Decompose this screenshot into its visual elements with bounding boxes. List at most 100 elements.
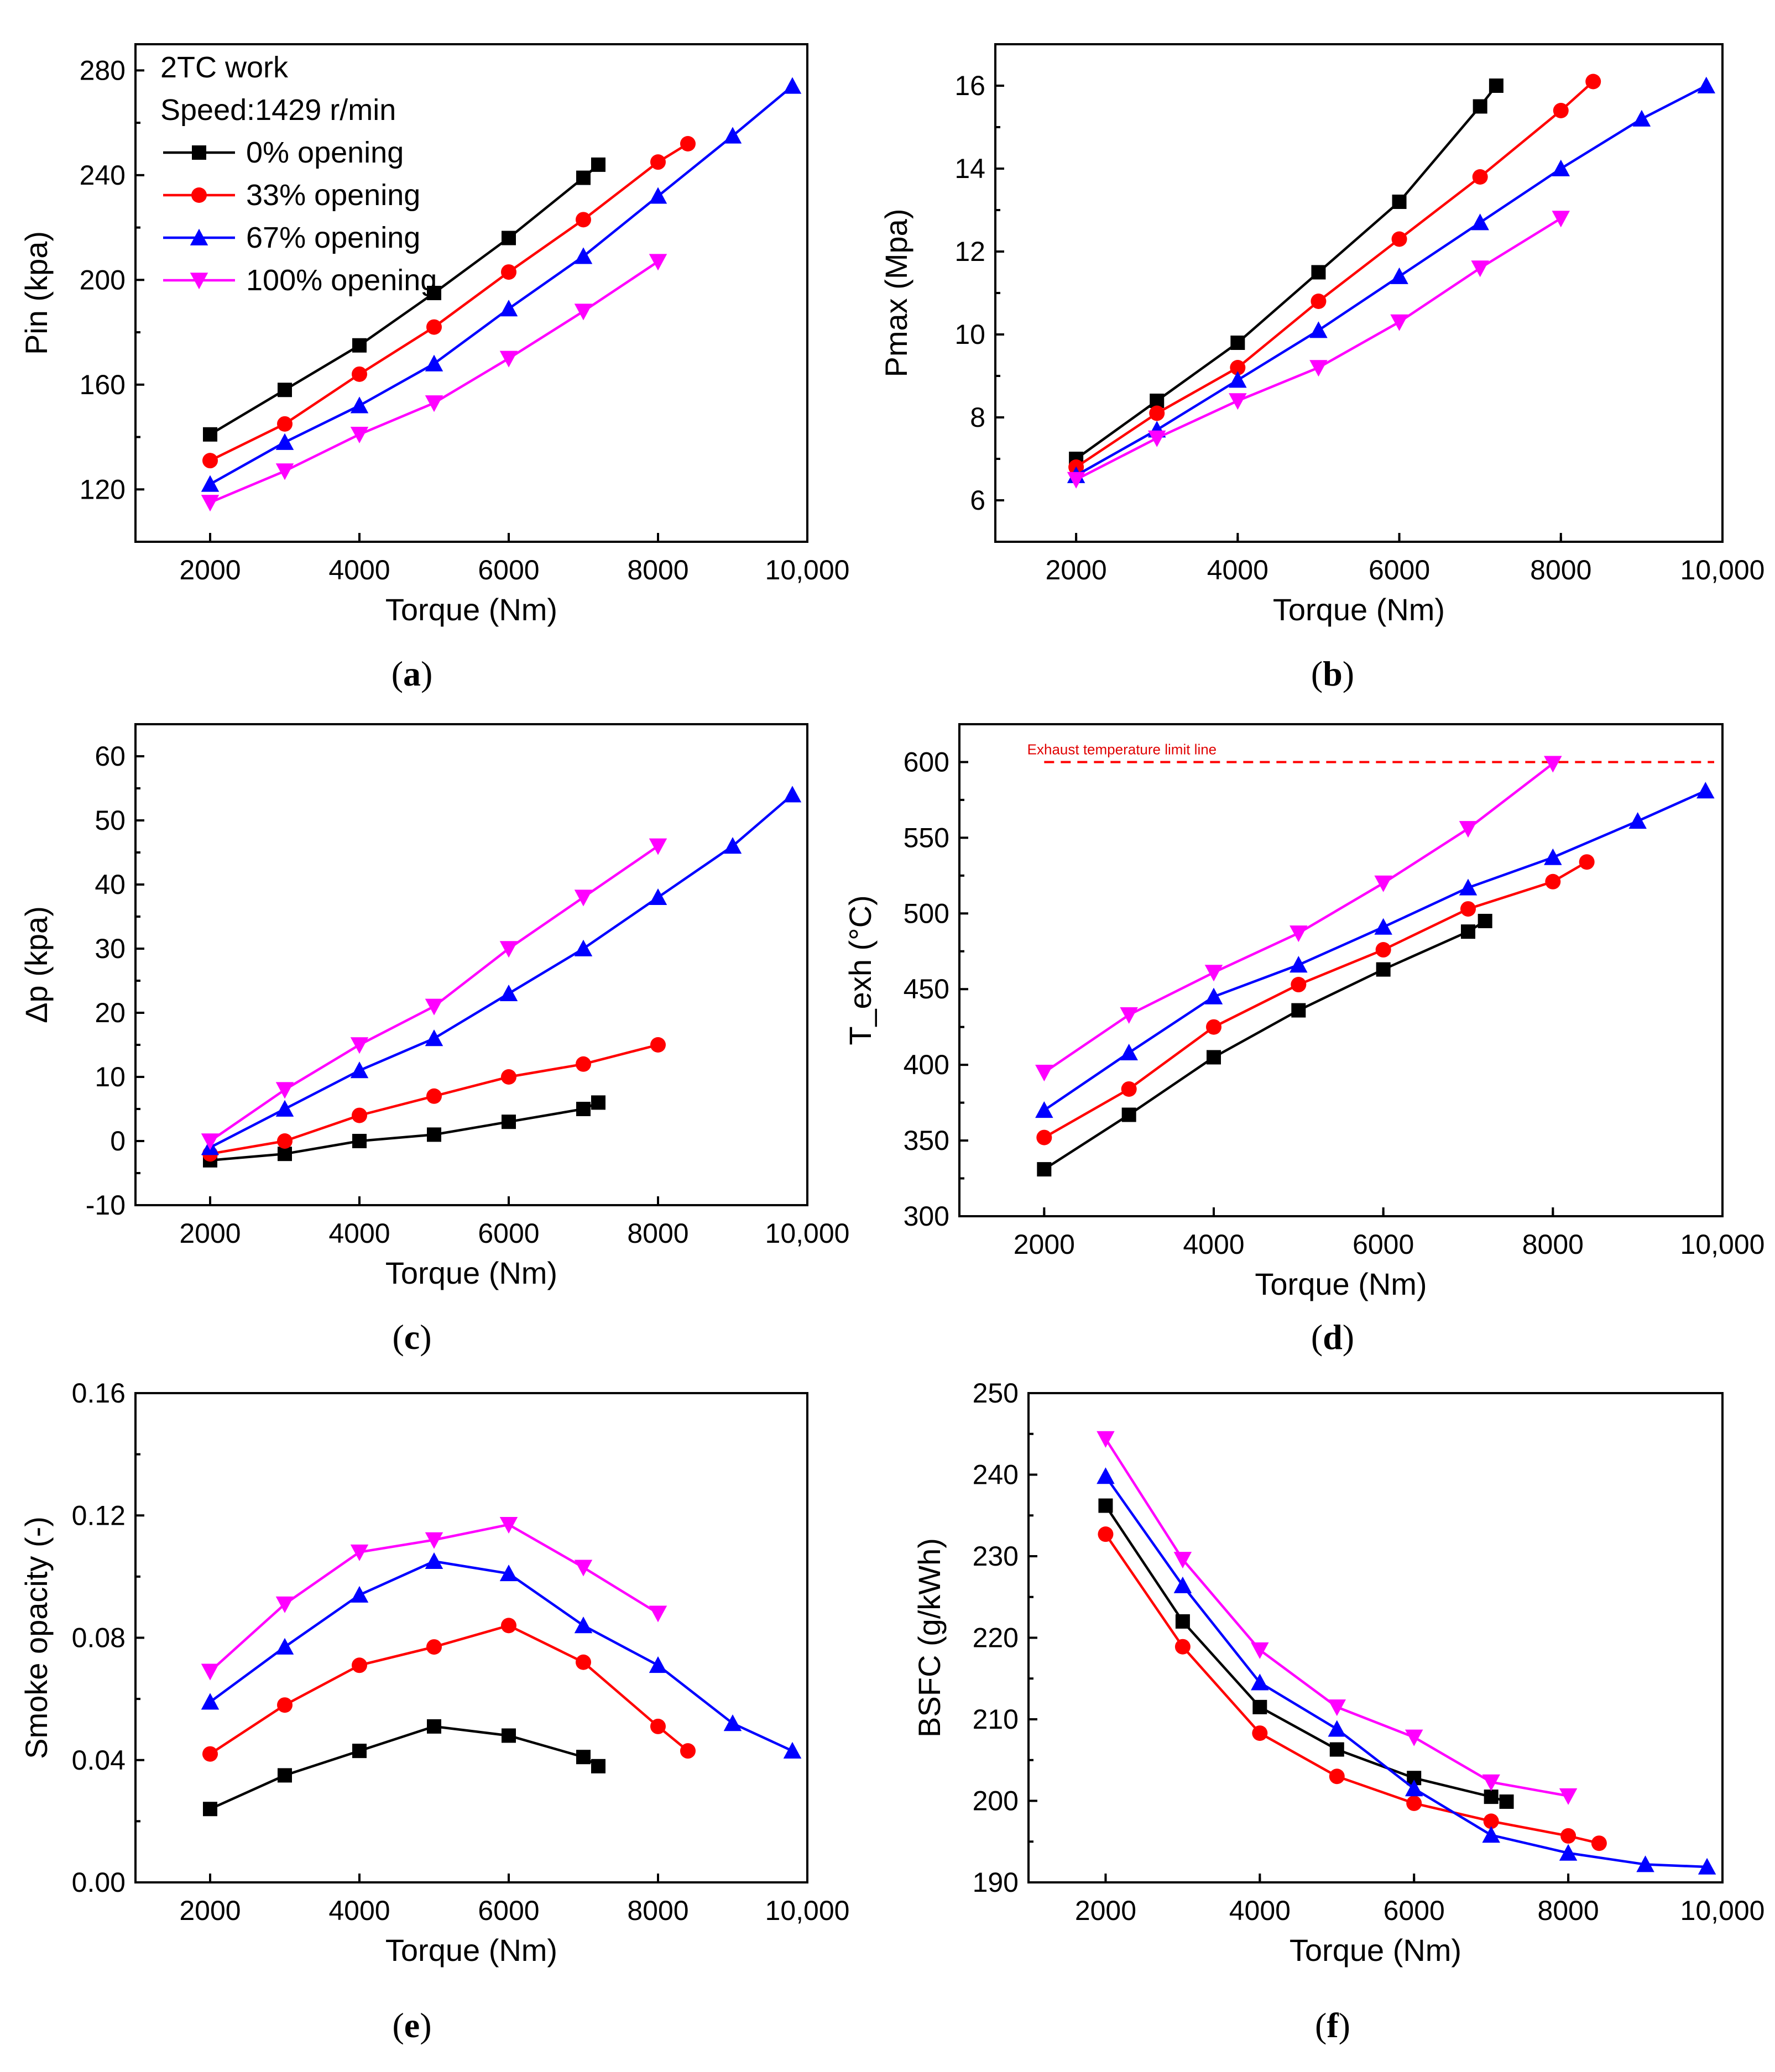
data-point bbox=[1390, 314, 1408, 331]
data-point bbox=[499, 300, 518, 317]
x-tick-label: 8000 bbox=[1522, 1229, 1584, 1260]
data-point bbox=[499, 984, 518, 1002]
legend-entry-label: 33% opening bbox=[246, 179, 420, 212]
plot-frame bbox=[134, 1392, 808, 1883]
series-33-opening bbox=[202, 136, 696, 469]
y-tick-label: 10 bbox=[95, 1061, 126, 1092]
data-point bbox=[1484, 1790, 1499, 1804]
y-tick-label: 280 bbox=[80, 55, 126, 86]
x-tick-label: 10,000 bbox=[1680, 554, 1765, 585]
series-100-opening bbox=[201, 254, 667, 512]
y-tick-label: 0.12 bbox=[72, 1500, 126, 1531]
data-point bbox=[1636, 1855, 1654, 1872]
data-point bbox=[1291, 977, 1307, 993]
data-point bbox=[1376, 962, 1391, 977]
data-point bbox=[1229, 371, 1247, 388]
data-point bbox=[426, 319, 442, 335]
legend-swatch-marker bbox=[191, 187, 207, 203]
y-axis-title: Δp (kpa) bbox=[19, 906, 54, 1023]
data-point bbox=[1149, 405, 1165, 421]
data-point bbox=[574, 890, 593, 907]
series-line bbox=[1043, 762, 1554, 1074]
data-point bbox=[201, 1663, 220, 1681]
y-tick-label: 600 bbox=[904, 746, 949, 777]
data-point bbox=[650, 154, 666, 170]
x-tick-label: 6000 bbox=[1369, 554, 1430, 585]
data-point bbox=[1392, 195, 1407, 209]
data-point bbox=[649, 838, 667, 855]
data-point bbox=[1559, 1844, 1578, 1861]
data-point bbox=[1309, 360, 1328, 377]
y-tick-label: 50 bbox=[95, 805, 126, 836]
data-point bbox=[649, 187, 667, 204]
data-point bbox=[350, 426, 369, 444]
x-tick-label: 4000 bbox=[328, 1895, 390, 1926]
data-point bbox=[502, 231, 516, 245]
legend-entry-label: 100% opening bbox=[246, 264, 437, 297]
data-point bbox=[1097, 1431, 1115, 1448]
data-point bbox=[275, 463, 294, 480]
series-line bbox=[209, 793, 793, 1149]
x-tick-label: 6000 bbox=[1384, 1895, 1445, 1926]
data-point bbox=[499, 350, 518, 368]
data-point bbox=[591, 157, 605, 172]
limit-line-label: Exhaust temperature limit line bbox=[1027, 741, 1217, 757]
x-tick-label: 10,000 bbox=[765, 1218, 850, 1249]
x-tick-label: 8000 bbox=[627, 1218, 688, 1249]
series-33-opening bbox=[1098, 1526, 1607, 1851]
data-point bbox=[1290, 925, 1308, 943]
data-point bbox=[576, 212, 591, 228]
y-tick-label: -10 bbox=[86, 1190, 126, 1221]
y-tick-label: 160 bbox=[80, 369, 126, 400]
data-point bbox=[1628, 812, 1647, 829]
x-tick-label: 6000 bbox=[478, 1218, 539, 1249]
data-point bbox=[352, 338, 367, 353]
y-tick-label: 400 bbox=[904, 1049, 949, 1080]
data-point bbox=[201, 1133, 220, 1150]
data-point bbox=[1328, 1720, 1346, 1737]
data-point bbox=[1251, 1673, 1269, 1691]
data-point bbox=[574, 939, 593, 956]
y-tick-label: 220 bbox=[973, 1623, 1019, 1654]
data-point bbox=[1591, 1835, 1607, 1851]
data-point bbox=[427, 1127, 441, 1142]
data-point bbox=[1037, 1162, 1052, 1177]
data-point bbox=[680, 1743, 696, 1759]
data-point bbox=[1375, 942, 1391, 958]
data-point bbox=[499, 941, 518, 958]
series-line bbox=[1104, 1533, 1600, 1845]
data-point bbox=[425, 1029, 443, 1047]
data-point bbox=[501, 1618, 516, 1634]
data-point bbox=[1329, 1742, 1344, 1757]
series-0-opening bbox=[1037, 914, 1492, 1177]
y-axis-title: BSFC (g/kWh) bbox=[912, 1538, 947, 1738]
y-tick-label: 240 bbox=[80, 160, 126, 191]
data-point bbox=[723, 127, 742, 144]
panel-caption: (f) bbox=[1315, 2006, 1350, 2045]
data-point bbox=[649, 888, 667, 906]
y-tick-label: 190 bbox=[973, 1867, 1019, 1898]
data-point bbox=[783, 77, 802, 94]
data-point bbox=[783, 1741, 802, 1759]
y-axis-title: Smoke opacity (-) bbox=[19, 1516, 54, 1759]
y-tick-label: 230 bbox=[973, 1541, 1019, 1572]
x-tick-label: 8000 bbox=[627, 554, 688, 585]
series-33-opening bbox=[1068, 74, 1601, 475]
data-point bbox=[591, 1095, 605, 1110]
series-0-opening bbox=[203, 157, 605, 442]
data-point bbox=[1173, 1576, 1192, 1593]
x-tick-label: 2000 bbox=[179, 1218, 241, 1249]
x-axis-title: Torque (Nm) bbox=[1273, 592, 1445, 627]
y-tick-label: 6 bbox=[970, 485, 985, 516]
data-point bbox=[783, 786, 802, 803]
y-axis-title: T_exh (°C) bbox=[843, 895, 878, 1045]
plot-frame bbox=[134, 723, 808, 1206]
data-point bbox=[1121, 1081, 1137, 1097]
data-point bbox=[1406, 1795, 1422, 1811]
data-point bbox=[1204, 987, 1223, 1004]
legend-entry-label: 0% opening bbox=[246, 136, 404, 169]
data-point bbox=[502, 1115, 516, 1129]
panel-caption: (c) bbox=[392, 1317, 431, 1357]
data-point bbox=[1329, 1768, 1345, 1785]
